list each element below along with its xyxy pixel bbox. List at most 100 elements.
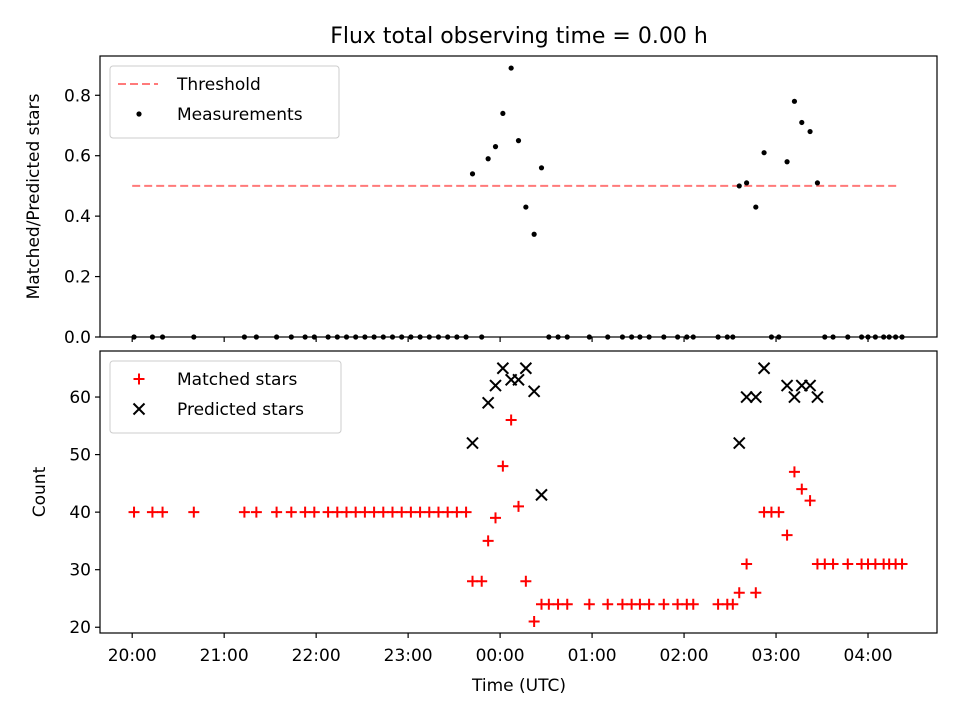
top-y-axis-label: Matched/Predicted stars <box>24 93 44 299</box>
y-tick-label: 40 <box>69 503 91 523</box>
data-point <box>672 598 684 610</box>
data-point <box>750 587 762 599</box>
legend: Threshold Measurements <box>109 65 340 139</box>
data-point <box>497 460 509 472</box>
data-point <box>712 598 724 610</box>
data-point <box>460 506 472 518</box>
data-point <box>773 506 785 518</box>
axes-frame <box>99 350 938 634</box>
y-tick-label: 60 <box>69 388 91 408</box>
data-point <box>512 373 525 386</box>
data-point <box>485 156 491 162</box>
legend-marker-swatch <box>136 111 142 117</box>
data-point <box>552 598 564 610</box>
data-point <box>842 558 854 570</box>
data-point <box>788 390 801 404</box>
data-point <box>658 598 670 610</box>
data-point <box>749 390 763 404</box>
data-point <box>736 183 742 189</box>
x-tick-label: 04:00 <box>844 646 893 666</box>
y-tick-label: 0.6 <box>64 147 91 167</box>
bottom-axes: 20 30 40 50 60 20:00 21:00 22:00 23:00 00:00 01:00… <box>69 350 938 666</box>
data-point <box>508 65 514 71</box>
data-point <box>386 506 398 518</box>
data-point <box>788 466 800 478</box>
data-point <box>432 506 444 518</box>
data-point <box>733 587 745 599</box>
data-point <box>583 598 595 610</box>
axes-frame <box>99 55 938 338</box>
data-point <box>733 436 746 450</box>
data-point <box>442 506 454 518</box>
data-point <box>634 598 646 610</box>
y-tick-label: 30 <box>69 561 91 581</box>
data-point <box>543 598 555 610</box>
legend-marker-swatch <box>133 373 145 385</box>
y-tick-label: 0.8 <box>64 86 91 106</box>
data-point <box>451 506 463 518</box>
data-point <box>423 506 435 518</box>
data-point <box>146 506 158 518</box>
data-point <box>538 165 545 171</box>
data-point <box>359 506 371 518</box>
data-point <box>128 506 140 518</box>
data-point <box>513 500 524 512</box>
data-point <box>796 483 808 495</box>
data-point <box>804 495 816 507</box>
data-point <box>602 598 614 610</box>
data-point <box>496 362 510 375</box>
x-tick-label: 02:00 <box>660 646 709 666</box>
data-point <box>531 231 537 237</box>
legend: Matched stars Predicted stars <box>109 360 342 434</box>
y-tick-label: 0.4 <box>64 207 91 227</box>
data-point <box>469 171 476 177</box>
data-point <box>803 379 817 392</box>
data-point <box>535 488 548 502</box>
data-point <box>157 506 169 518</box>
y-tick-label: 0.0 <box>64 328 91 348</box>
data-point <box>466 436 479 450</box>
data-point <box>299 506 311 518</box>
data-point <box>322 506 334 518</box>
legend-box <box>109 360 342 434</box>
data-point <box>482 535 494 547</box>
x-tick-label: 22:00 <box>292 646 341 666</box>
data-point <box>396 506 408 518</box>
data-point <box>505 414 517 426</box>
data-point <box>780 379 794 392</box>
x-tick-label: 20:00 <box>108 646 157 666</box>
series-measurements <box>131 65 905 340</box>
data-point <box>811 390 824 404</box>
data-point <box>285 506 297 518</box>
data-point <box>331 506 343 518</box>
data-point <box>761 150 767 156</box>
legend-box <box>109 65 340 139</box>
data-point <box>405 506 417 518</box>
series-predicted-stars <box>466 362 824 502</box>
data-point <box>814 180 821 186</box>
data-point <box>490 512 502 524</box>
data-point <box>519 362 533 375</box>
y-tick-label: 0.2 <box>64 268 91 288</box>
data-point <box>896 558 908 570</box>
data-point <box>467 575 479 587</box>
data-point <box>250 506 262 518</box>
x-tick-label: 03:00 <box>752 646 801 666</box>
data-point <box>757 362 771 375</box>
legend-label: Measurements <box>177 105 303 125</box>
data-point <box>515 138 522 144</box>
legend-label: Matched stars <box>177 370 297 390</box>
data-point <box>687 598 699 610</box>
data-point <box>489 379 502 392</box>
data-point <box>414 506 426 518</box>
data-point <box>827 558 839 570</box>
data-point <box>784 159 790 165</box>
data-point <box>308 506 320 518</box>
y-tick-label: 20 <box>69 618 91 638</box>
data-point <box>481 396 495 410</box>
y-tick-label: 50 <box>69 446 91 466</box>
data-point <box>188 506 200 518</box>
data-point <box>238 506 250 518</box>
data-point <box>476 575 488 587</box>
